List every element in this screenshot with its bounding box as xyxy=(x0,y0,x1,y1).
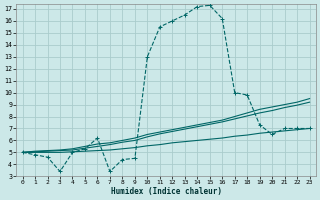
X-axis label: Humidex (Indice chaleur): Humidex (Indice chaleur) xyxy=(111,187,221,196)
